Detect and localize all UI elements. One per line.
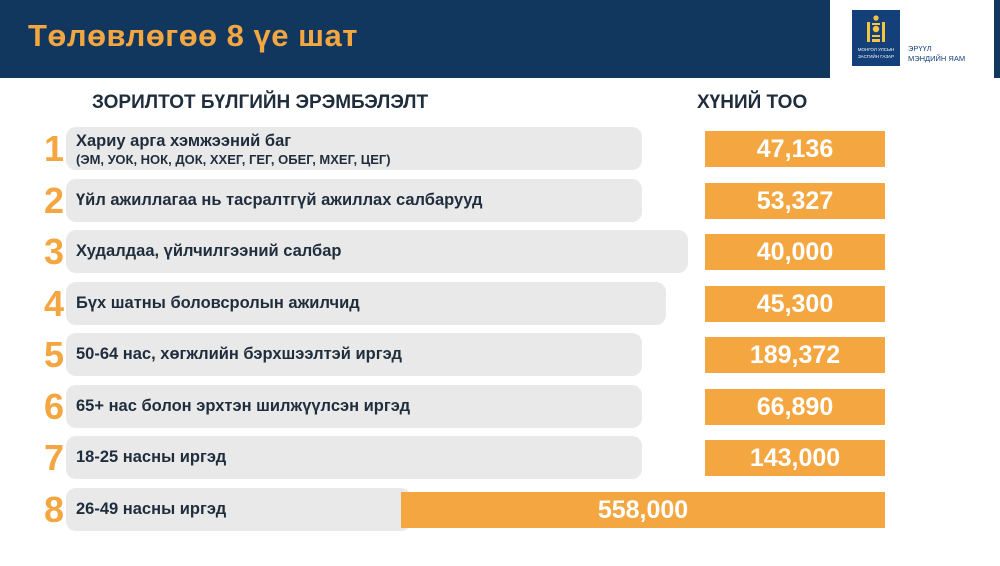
bar: [705, 440, 885, 476]
rank-number: 1: [43, 128, 65, 169]
bar: [401, 491, 885, 528]
logo-caption-1: МОНГОЛ УЛСЫН: [857, 47, 895, 52]
header-right-strip: [994, 0, 1000, 78]
bar: [705, 234, 885, 270]
bar-value-label: 143,000: [749, 444, 841, 472]
category-label: 18-25 насны иргэд: [76, 448, 227, 466]
bar: [705, 182, 885, 219]
bar-value-label: 53,327: [756, 186, 834, 215]
bar: [705, 388, 885, 425]
header-bar: Төлөвлөгөө 8 үе шат: [0, 0, 830, 78]
bar-value-label: 45,300: [756, 289, 834, 318]
logo-caption-2: ЗАСГИЙН ГАЗАР: [857, 54, 895, 59]
rank-number: 3: [43, 231, 65, 272]
page-title: Төлөвлөгөө 8 үе шат: [28, 18, 358, 53]
category-label: Бүх шатны боловсролын ажилчид: [76, 293, 360, 312]
row-background: [66, 127, 642, 170]
row-background: [66, 333, 642, 376]
bar-value-label: 47,136: [756, 135, 834, 163]
row-background: [66, 487, 411, 531]
bar: [705, 131, 885, 167]
ministry-name-line2: МЭНДИЙН ЯАМ: [908, 54, 966, 63]
bar-value-label: 558,000: [597, 495, 689, 524]
row-background: [66, 281, 666, 325]
category-label: Үйл ажиллагаа нь тасралтгүй ажиллах салб…: [76, 190, 483, 209]
rank-number: 5: [43, 334, 65, 375]
rank-number: 8: [43, 488, 65, 530]
bar-value-label: 66,890: [756, 392, 834, 421]
government-logo: МОНГОЛ УЛСЫН ЗАСГИЙН ГАЗАР: [852, 10, 900, 66]
ministry-name-line1: ЭРҮҮЛ: [908, 44, 932, 53]
category-label: Худалдаа, үйлчилгээний салбар: [76, 242, 342, 260]
category-note: (ЭМ, УОК, НОК, ДОК, ХХЕГ, ГЕГ, ОБЕГ, МХЕ…: [76, 152, 391, 167]
bar-value-label: 189,372: [749, 341, 841, 369]
category-label: 50-64 нас, хөгжлийн бэрхшээлтэй иргэд: [76, 345, 402, 363]
row-background: [66, 230, 688, 273]
rank-number: 7: [43, 437, 65, 478]
category-label: 65+ нас болон эрхтэн шилжүүлсэн иргэд: [76, 396, 411, 415]
bar: [705, 337, 885, 373]
category-label: Хариу арга хэмжээний баг: [76, 132, 292, 150]
column-header-count: ХҮНИЙ ТОО: [697, 92, 808, 113]
rank-number: 2: [43, 179, 65, 221]
column-header-group: ЗОРИЛТОТ БҮЛГИЙН ЭРЭМБЭЛЭЛТ: [92, 92, 429, 113]
soyombo-emblem-icon: [867, 15, 885, 42]
category-label: 26-49 насны иргэд: [76, 499, 227, 518]
bar-value-label: 40,000: [756, 238, 834, 266]
row-background: [66, 178, 642, 222]
rank-number: 4: [43, 282, 65, 324]
row-background: [66, 384, 642, 428]
rank-number: 6: [43, 385, 65, 427]
bar: [705, 285, 885, 322]
row-background: [66, 436, 642, 479]
